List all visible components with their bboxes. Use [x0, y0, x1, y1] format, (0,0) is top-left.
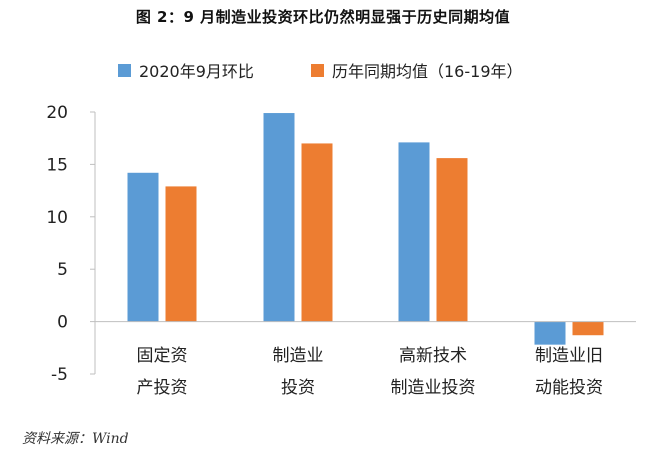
- legend-item-historical-average: 历年同期均值（16-19年）: [311, 58, 523, 82]
- legend-swatch-orange: [311, 63, 324, 77]
- bar-current-1: [263, 113, 295, 322]
- bar-average-1: [301, 143, 333, 322]
- y-tick-label: 10: [46, 208, 68, 228]
- legend-item-2020-sep: 2020年9月环比: [118, 58, 254, 82]
- x-category-label: 制造业: [273, 346, 324, 366]
- x-category-label: 制造业旧: [535, 346, 603, 366]
- bar-current-2: [398, 142, 430, 322]
- legend: 2020年9月环比 历年同期均值（16-19年）: [0, 58, 646, 84]
- x-category-label: 高新技术: [399, 346, 467, 366]
- legend-label: 历年同期均值（16-19年）: [332, 62, 523, 81]
- y-tick-label: 15: [46, 155, 68, 175]
- bar-current-3: [534, 321, 566, 345]
- x-category-label: 动能投资: [535, 378, 603, 398]
- legend-label: 2020年9月环比: [139, 62, 254, 81]
- bar-average-3: [572, 321, 604, 336]
- legend-swatch-blue: [118, 63, 131, 77]
- x-category-label: 投资: [281, 378, 315, 398]
- chart-title: 图 2：9 月制造业投资环比仍然明显强于历史同期均值: [135, 8, 511, 26]
- x-category-label: 制造业投资: [391, 378, 476, 398]
- bar-current-0: [127, 172, 159, 322]
- y-tick-label: -5: [51, 365, 68, 385]
- y-tick-label: 0: [57, 313, 68, 333]
- bar-average-0: [165, 186, 197, 322]
- y-tick-label: 20: [46, 103, 68, 123]
- bar-average-2: [436, 158, 468, 322]
- source-note: 资料来源：Wind: [22, 431, 129, 447]
- x-category-label: 产投资: [137, 378, 188, 398]
- y-tick-label: 5: [57, 260, 68, 280]
- x-category-label: 固定资: [137, 346, 188, 366]
